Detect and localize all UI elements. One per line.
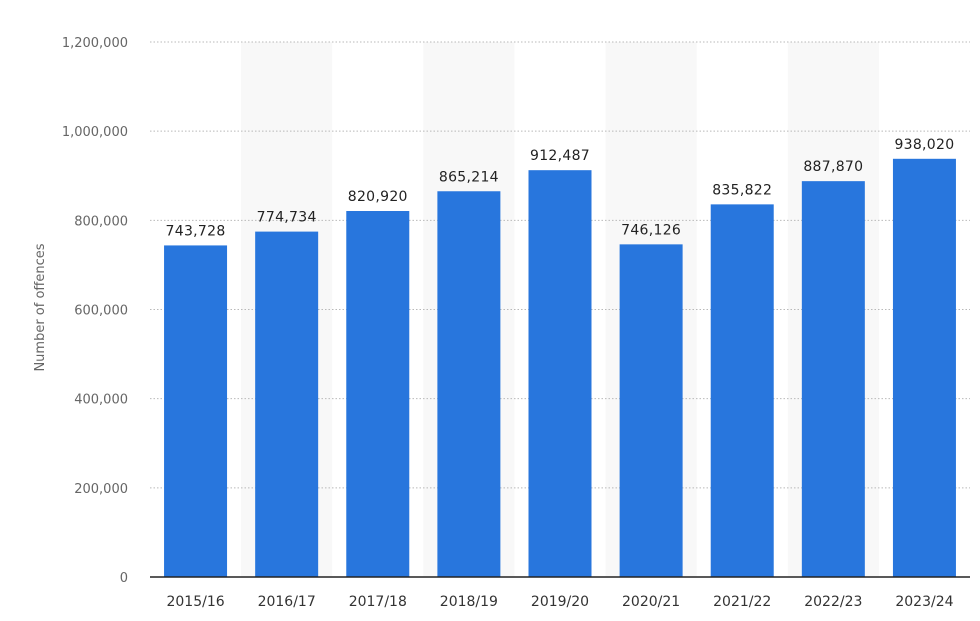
data-label: 887,870 (803, 159, 863, 175)
y-axis-title: Number of offences (33, 243, 48, 371)
bar (437, 191, 501, 577)
y-axis-ticks: 0 200,000 400,000 600,000 800,000 1,000,000 1,… (62, 36, 128, 586)
bar (801, 181, 865, 577)
data-label: 820,920 (348, 189, 408, 205)
data-label: 865,214 (439, 169, 499, 185)
bars (164, 158, 956, 578)
y-tick-label: 1,200,000 (62, 36, 128, 51)
y-tick-label: 1,000,000 (62, 125, 128, 140)
x-tick-label: 2023/24 (895, 594, 953, 610)
data-label: 912,487 (530, 148, 590, 164)
bar (255, 231, 319, 577)
bar (710, 204, 774, 578)
x-tick-label: 2022/23 (804, 594, 862, 610)
data-label: 835,822 (712, 182, 772, 198)
bar (164, 245, 228, 577)
x-tick-label: 2017/18 (349, 594, 407, 610)
x-axis-ticks: 2015/16 2016/17 2017/18 2018/19 2019/20 2020/… (166, 594, 953, 610)
y-tick-label: 0 (120, 571, 128, 586)
bar (619, 244, 683, 577)
x-tick-label: 2019/20 (531, 594, 589, 610)
data-label: 746,126 (621, 222, 681, 238)
y-tick-label: 600,000 (74, 304, 128, 319)
y-tick-label: 400,000 (74, 393, 128, 408)
x-tick-label: 2015/16 (166, 594, 224, 610)
bar (892, 158, 956, 577)
bar (528, 170, 592, 578)
data-labels: 743,728 774,734 820,920 865,214 912,487 746,1… (166, 137, 955, 240)
y-tick-label: 800,000 (74, 214, 128, 229)
x-tick-label: 2016/17 (258, 594, 316, 610)
y-tick-label: 200,000 (74, 482, 128, 497)
data-label: 938,020 (894, 137, 954, 153)
data-label: 774,734 (257, 210, 317, 226)
x-tick-label: 2018/19 (440, 594, 498, 610)
bar (346, 211, 410, 577)
x-tick-label: 2021/22 (713, 594, 771, 610)
x-tick-label: 2020/21 (622, 594, 680, 610)
data-label: 743,728 (166, 223, 226, 239)
